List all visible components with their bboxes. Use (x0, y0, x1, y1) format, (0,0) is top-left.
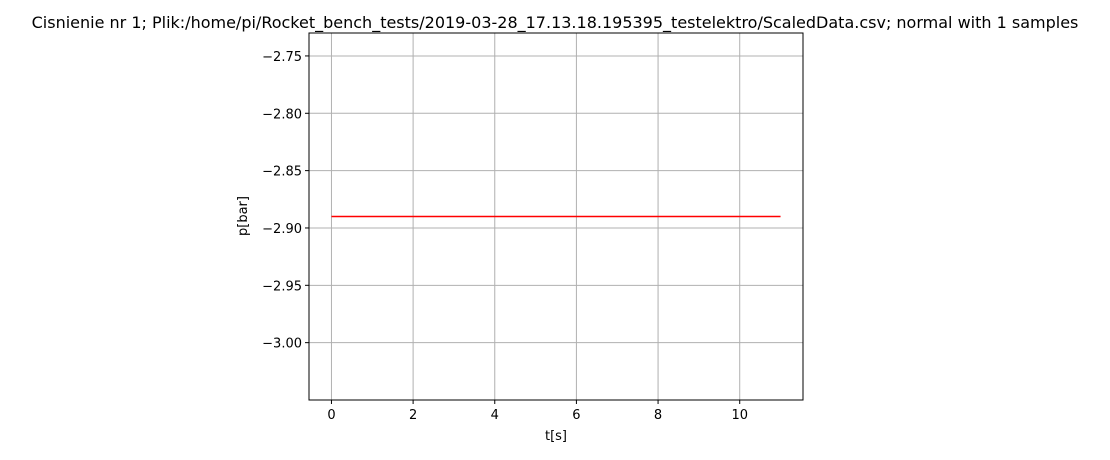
x-tick-label: 10 (731, 408, 748, 423)
y-axis: −2.75 −2.80 −2.85 −2.90 −2.95 −3.00 (262, 50, 309, 352)
y-tick-label: −2.90 (262, 222, 302, 237)
x-tick-label: 8 (654, 408, 662, 423)
y-tick-label: −2.75 (262, 50, 302, 65)
y-tick-label: −2.80 (262, 107, 302, 122)
x-axis-label: t[s] (545, 429, 567, 444)
y-tick-label: −3.00 (262, 337, 302, 352)
x-axis: 0 2 4 6 8 10 (327, 400, 748, 423)
y-axis-label: p[bar] (236, 196, 251, 236)
y-tick-label: −2.95 (262, 279, 302, 294)
x-tick-label: 2 (409, 408, 417, 423)
plot-frame (308, 32, 804, 401)
x-tick-label: 0 (327, 408, 335, 423)
chart-title: Cisnienie nr 1; Plik:/home/pi/Rocket_ben… (32, 13, 1079, 33)
x-tick-label: 6 (572, 408, 580, 423)
x-tick-label: 4 (491, 408, 499, 423)
y-tick-label: −2.85 (262, 165, 302, 180)
